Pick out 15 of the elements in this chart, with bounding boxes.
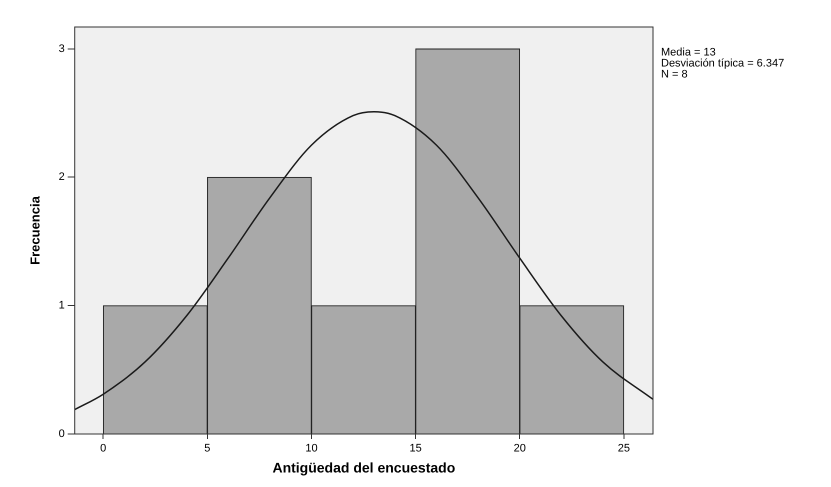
x-tick-label: 20 [514, 442, 526, 455]
x-tick-label: 0 [100, 442, 106, 455]
text: N = 8 [661, 68, 688, 81]
text: Desviación típica = 6.347 [661, 58, 784, 70]
x-tick-label: 15 [409, 442, 422, 455]
x-tick-label: 5 [204, 442, 210, 455]
y-tick-label: 2 [58, 171, 65, 184]
y-axis-title: Frecuencia [27, 195, 42, 265]
x-axis-title: Antigüedad del encuestado [272, 459, 456, 476]
y-tick-label: 3 [58, 42, 65, 55]
y-tick-label: 0 [58, 428, 65, 440]
text: Media = 13 [661, 46, 716, 59]
y-tick-label: 1 [58, 300, 65, 312]
x-tick-label: 25 [618, 442, 630, 455]
x-tick-label: 10 [305, 442, 318, 455]
